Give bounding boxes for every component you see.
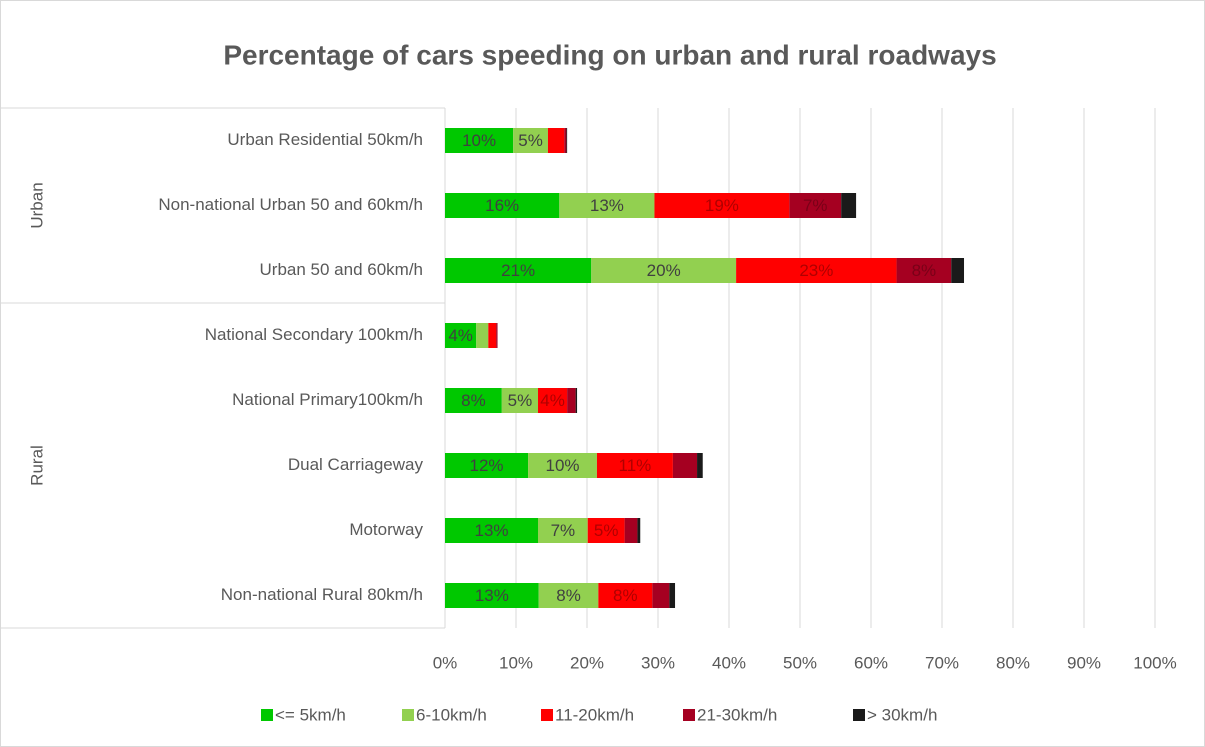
data-label: 13% — [474, 521, 508, 540]
bar-segment — [591, 258, 737, 283]
x-tick-label: 30% — [641, 653, 675, 672]
bar-segment — [445, 453, 529, 478]
data-label: 16% — [485, 196, 519, 215]
bar-segment — [587, 518, 625, 543]
data-label: 7% — [803, 196, 828, 215]
bar-segment — [445, 388, 502, 413]
y-tick-label: Dual Carriageway — [288, 455, 424, 474]
data-label: 12% — [470, 456, 504, 475]
data-label: 8% — [461, 391, 486, 410]
data-label: 13% — [590, 196, 624, 215]
bar-segment — [445, 258, 592, 283]
bar-segment — [445, 128, 514, 153]
y-tick-label: National Secondary 100km/h — [205, 325, 423, 344]
bar-segment — [672, 453, 698, 478]
data-label: 19% — [705, 196, 739, 215]
data-label: 13% — [475, 586, 509, 605]
data-label: 4% — [448, 326, 473, 345]
bar-segment — [575, 388, 578, 413]
group-label: Rural — [27, 445, 46, 486]
x-tick-label: 20% — [570, 653, 604, 672]
bar-segment — [445, 583, 539, 608]
legend-label: 11-20km/h — [555, 705, 634, 724]
data-label: 4% — [540, 391, 565, 410]
bar-segment — [445, 193, 560, 218]
bar-segment — [538, 518, 588, 543]
x-tick-label: 80% — [996, 653, 1030, 672]
legend-label: <= 5km/h — [275, 705, 346, 724]
x-tick-label: 100% — [1133, 653, 1176, 672]
bar-segment — [559, 193, 655, 218]
data-label: 20% — [647, 261, 681, 280]
x-tick-label: 90% — [1067, 653, 1101, 672]
bar-segment — [445, 518, 539, 543]
bar-segment — [567, 388, 576, 413]
legend-swatch — [261, 709, 273, 721]
bar-segment — [841, 193, 857, 218]
bar-segment — [496, 323, 498, 348]
y-tick-label: Urban 50 and 60km/h — [260, 260, 424, 279]
data-label: 7% — [551, 521, 576, 540]
legend-swatch — [683, 709, 695, 721]
data-label: 10% — [545, 456, 579, 475]
bar-segment — [476, 323, 489, 348]
legend-swatch — [541, 709, 553, 721]
legend-label: 21-30km/h — [697, 705, 777, 724]
bar-segment — [736, 258, 897, 283]
bar-segment — [538, 388, 568, 413]
bar-segment — [669, 583, 676, 608]
data-label: 5% — [518, 131, 543, 150]
bar-segment — [896, 258, 952, 283]
x-tick-label: 40% — [712, 653, 746, 672]
bar-segment — [501, 388, 539, 413]
bar-segment — [528, 453, 597, 478]
data-label: 23% — [799, 261, 833, 280]
bar-segment — [654, 193, 790, 218]
y-tick-label: Non-national Urban 50 and 60km/h — [158, 195, 423, 214]
data-label: 10% — [462, 131, 496, 150]
bar-segment — [564, 128, 567, 153]
y-tick-label: Urban Residential 50km/h — [227, 130, 423, 149]
x-tick-label: 60% — [854, 653, 888, 672]
bar-segment — [652, 583, 670, 608]
x-tick-label: 0% — [433, 653, 458, 672]
bar-segment — [596, 453, 673, 478]
chart-title: Percentage of cars speeding on urban and… — [223, 39, 996, 70]
legend-swatch — [853, 709, 865, 721]
y-tick-label: Non-national Rural 80km/h — [221, 585, 423, 604]
bar-segment — [598, 583, 653, 608]
group-label: Urban — [27, 182, 46, 228]
legend-label: > 30km/h — [867, 705, 937, 724]
data-label: 11% — [619, 456, 652, 475]
bar-segment — [624, 518, 638, 543]
legend-label: 6-10km/h — [416, 705, 487, 724]
data-label: 21% — [501, 261, 535, 280]
bar-segment — [789, 193, 842, 218]
x-tick-label: 70% — [925, 653, 959, 672]
data-label: 5% — [594, 521, 619, 540]
data-label: 8% — [556, 586, 581, 605]
y-tick-label: National Primary100km/h — [232, 390, 423, 409]
bar-segment — [566, 128, 568, 153]
legend-swatch — [402, 709, 414, 721]
x-tick-label: 50% — [783, 653, 817, 672]
bar-segment — [538, 583, 599, 608]
bar-segment — [445, 323, 477, 348]
data-label: 8% — [613, 586, 638, 605]
bar-segment — [637, 518, 641, 543]
x-tick-label: 10% — [499, 653, 533, 672]
y-tick-label: Motorway — [349, 520, 423, 539]
bar-segment — [488, 323, 497, 348]
bar-segment — [513, 128, 548, 153]
data-label: 5% — [508, 391, 533, 410]
data-label: 8% — [912, 261, 937, 280]
bar-segment — [951, 258, 965, 283]
bar-segment — [547, 128, 565, 153]
bar-segment — [697, 453, 703, 478]
